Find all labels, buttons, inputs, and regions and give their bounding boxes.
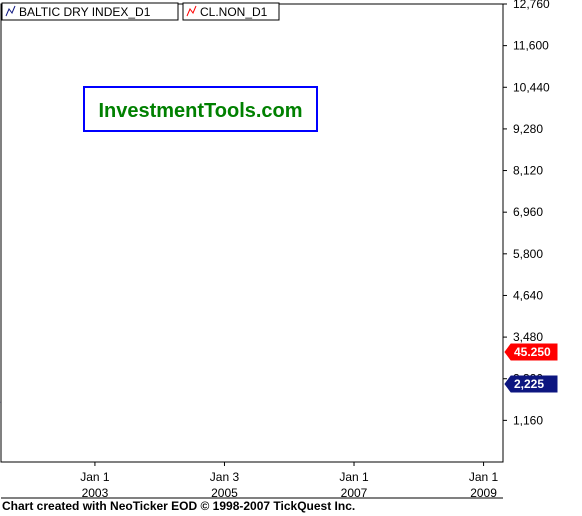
legend-box — [1, 2, 179, 21]
y-tick-label: 8,120 — [513, 164, 543, 178]
legend: BALTIC DRY INDEX_D1 CL.NON_D1 — [1, 2, 280, 21]
last-value-flag — [504, 375, 558, 393]
last-value-labels: 45.250 2,225 — [504, 343, 558, 393]
watermark: InvestmentTools.com — [83, 86, 318, 132]
y-tick-label: 12,760 — [513, 0, 550, 11]
last-value-label: 45.250 — [514, 345, 551, 359]
y-tick-label: 9,280 — [513, 122, 543, 136]
x-tick-label-month: Jan 3 — [210, 470, 240, 484]
legend-line-icon — [186, 5, 197, 17]
legend-label: BALTIC DRY INDEX_D1 — [19, 5, 151, 19]
axes: 1,1602,3203,4804,6405,8006,9608,1209,280… — [0, 0, 550, 500]
y-tick-label: 3,480 — [513, 330, 543, 344]
y-tick-label: 11,600 — [513, 39, 549, 53]
last-value-flag — [504, 343, 558, 361]
x-tick-label-year: 2003 — [82, 486, 109, 500]
x-tick-label-month: Jan 1 — [469, 470, 499, 484]
last-value-label: 2,225 — [514, 377, 544, 391]
y-tick-label: 4,640 — [513, 288, 543, 302]
x-tick-label-month: Jan 1 — [80, 470, 110, 484]
footer-credit: Chart created with NeoTicker EOD © 1998-… — [2, 499, 356, 513]
legend-line-icon — [5, 5, 16, 17]
watermark-box — [83, 86, 318, 132]
x-tick-label-month: Jan 1 — [339, 470, 369, 484]
y-tick-label: 5,800 — [513, 247, 543, 261]
y-tick-label: 6,960 — [513, 205, 543, 219]
legend-box — [182, 2, 280, 21]
x-tick-label-year: 2009 — [470, 486, 497, 500]
y-tick-label: 1,160 — [513, 413, 543, 427]
x-tick-label-year: 2007 — [341, 486, 368, 500]
legend-label: CL.NON_D1 — [200, 5, 268, 19]
y-tick-label: 10,440 — [513, 80, 550, 94]
plot-frame — [0, 3, 504, 463]
x-tick-label-year: 2005 — [211, 486, 238, 500]
watermark-text: InvestmentTools.com — [98, 100, 302, 122]
